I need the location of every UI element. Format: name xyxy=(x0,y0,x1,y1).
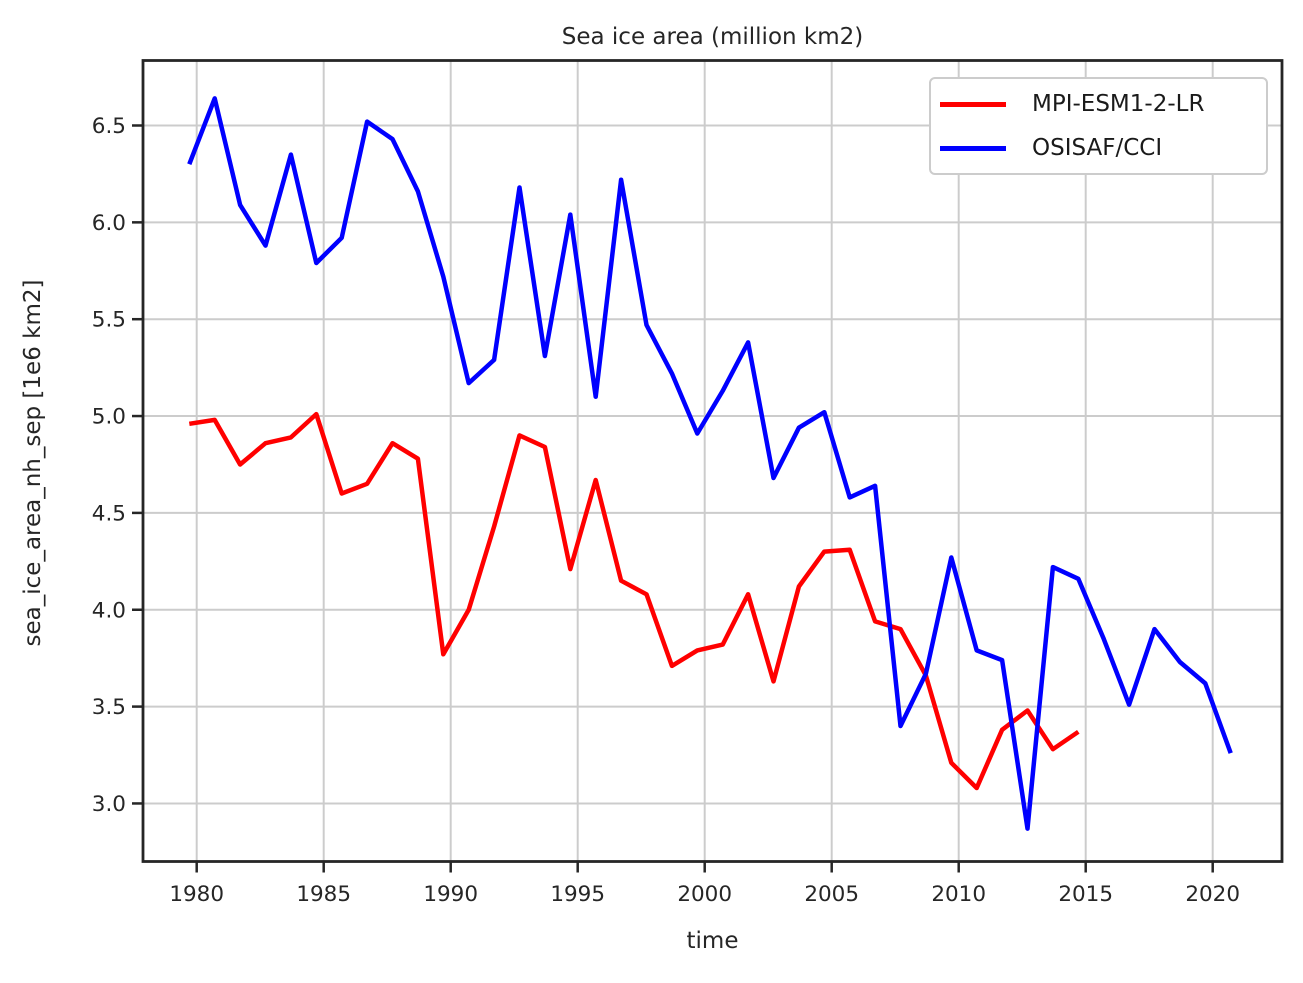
x-axis-label: time xyxy=(686,928,739,954)
legend-line-sample-red xyxy=(940,101,1006,107)
x-tick-label: 1995 xyxy=(550,882,605,907)
legend-entry-mpi: MPI-ESM1-2-LR xyxy=(931,82,1266,126)
y-axis-label: sea_ice_area_nh_sep [1e6 km2] xyxy=(20,279,46,647)
y-tick-label: 4.0 xyxy=(92,598,126,623)
y-tick-label: 5.5 xyxy=(92,308,126,333)
x-tick-label: 2000 xyxy=(677,882,732,907)
x-tick-label: 1985 xyxy=(296,882,351,907)
chart-title: Sea ice area (million km2) xyxy=(561,24,864,50)
y-tick-label: 5.0 xyxy=(92,405,126,430)
y-tick-label: 3.0 xyxy=(92,792,126,817)
x-tick-label: 2015 xyxy=(1058,882,1113,907)
legend-label: MPI-ESM1-2-LR xyxy=(1032,91,1205,117)
y-tick-label: 4.5 xyxy=(92,501,126,526)
legend-entry-osisaf: OSISAF/CCI xyxy=(931,126,1266,170)
legend: MPI-ESM1-2-LR OSISAF/CCI xyxy=(929,77,1268,175)
y-tick-label: 6.5 xyxy=(92,114,126,139)
y-tick-label: 3.5 xyxy=(92,695,126,720)
x-tick-label: 1990 xyxy=(423,882,478,907)
series-line-osisaf-cci xyxy=(187,96,1233,831)
legend-label: OSISAF/CCI xyxy=(1032,135,1163,161)
legend-line-sample-blue xyxy=(940,145,1006,151)
x-tick-label: 2010 xyxy=(931,882,986,907)
x-tick-label: 2020 xyxy=(1185,882,1240,907)
plot-frame xyxy=(141,59,1284,863)
y-tick-label: 6.0 xyxy=(92,211,126,236)
x-tick-label: 2005 xyxy=(804,882,859,907)
x-tick-label: 1980 xyxy=(169,882,224,907)
series-line-mpi-esm1-2-lr xyxy=(188,411,1080,791)
